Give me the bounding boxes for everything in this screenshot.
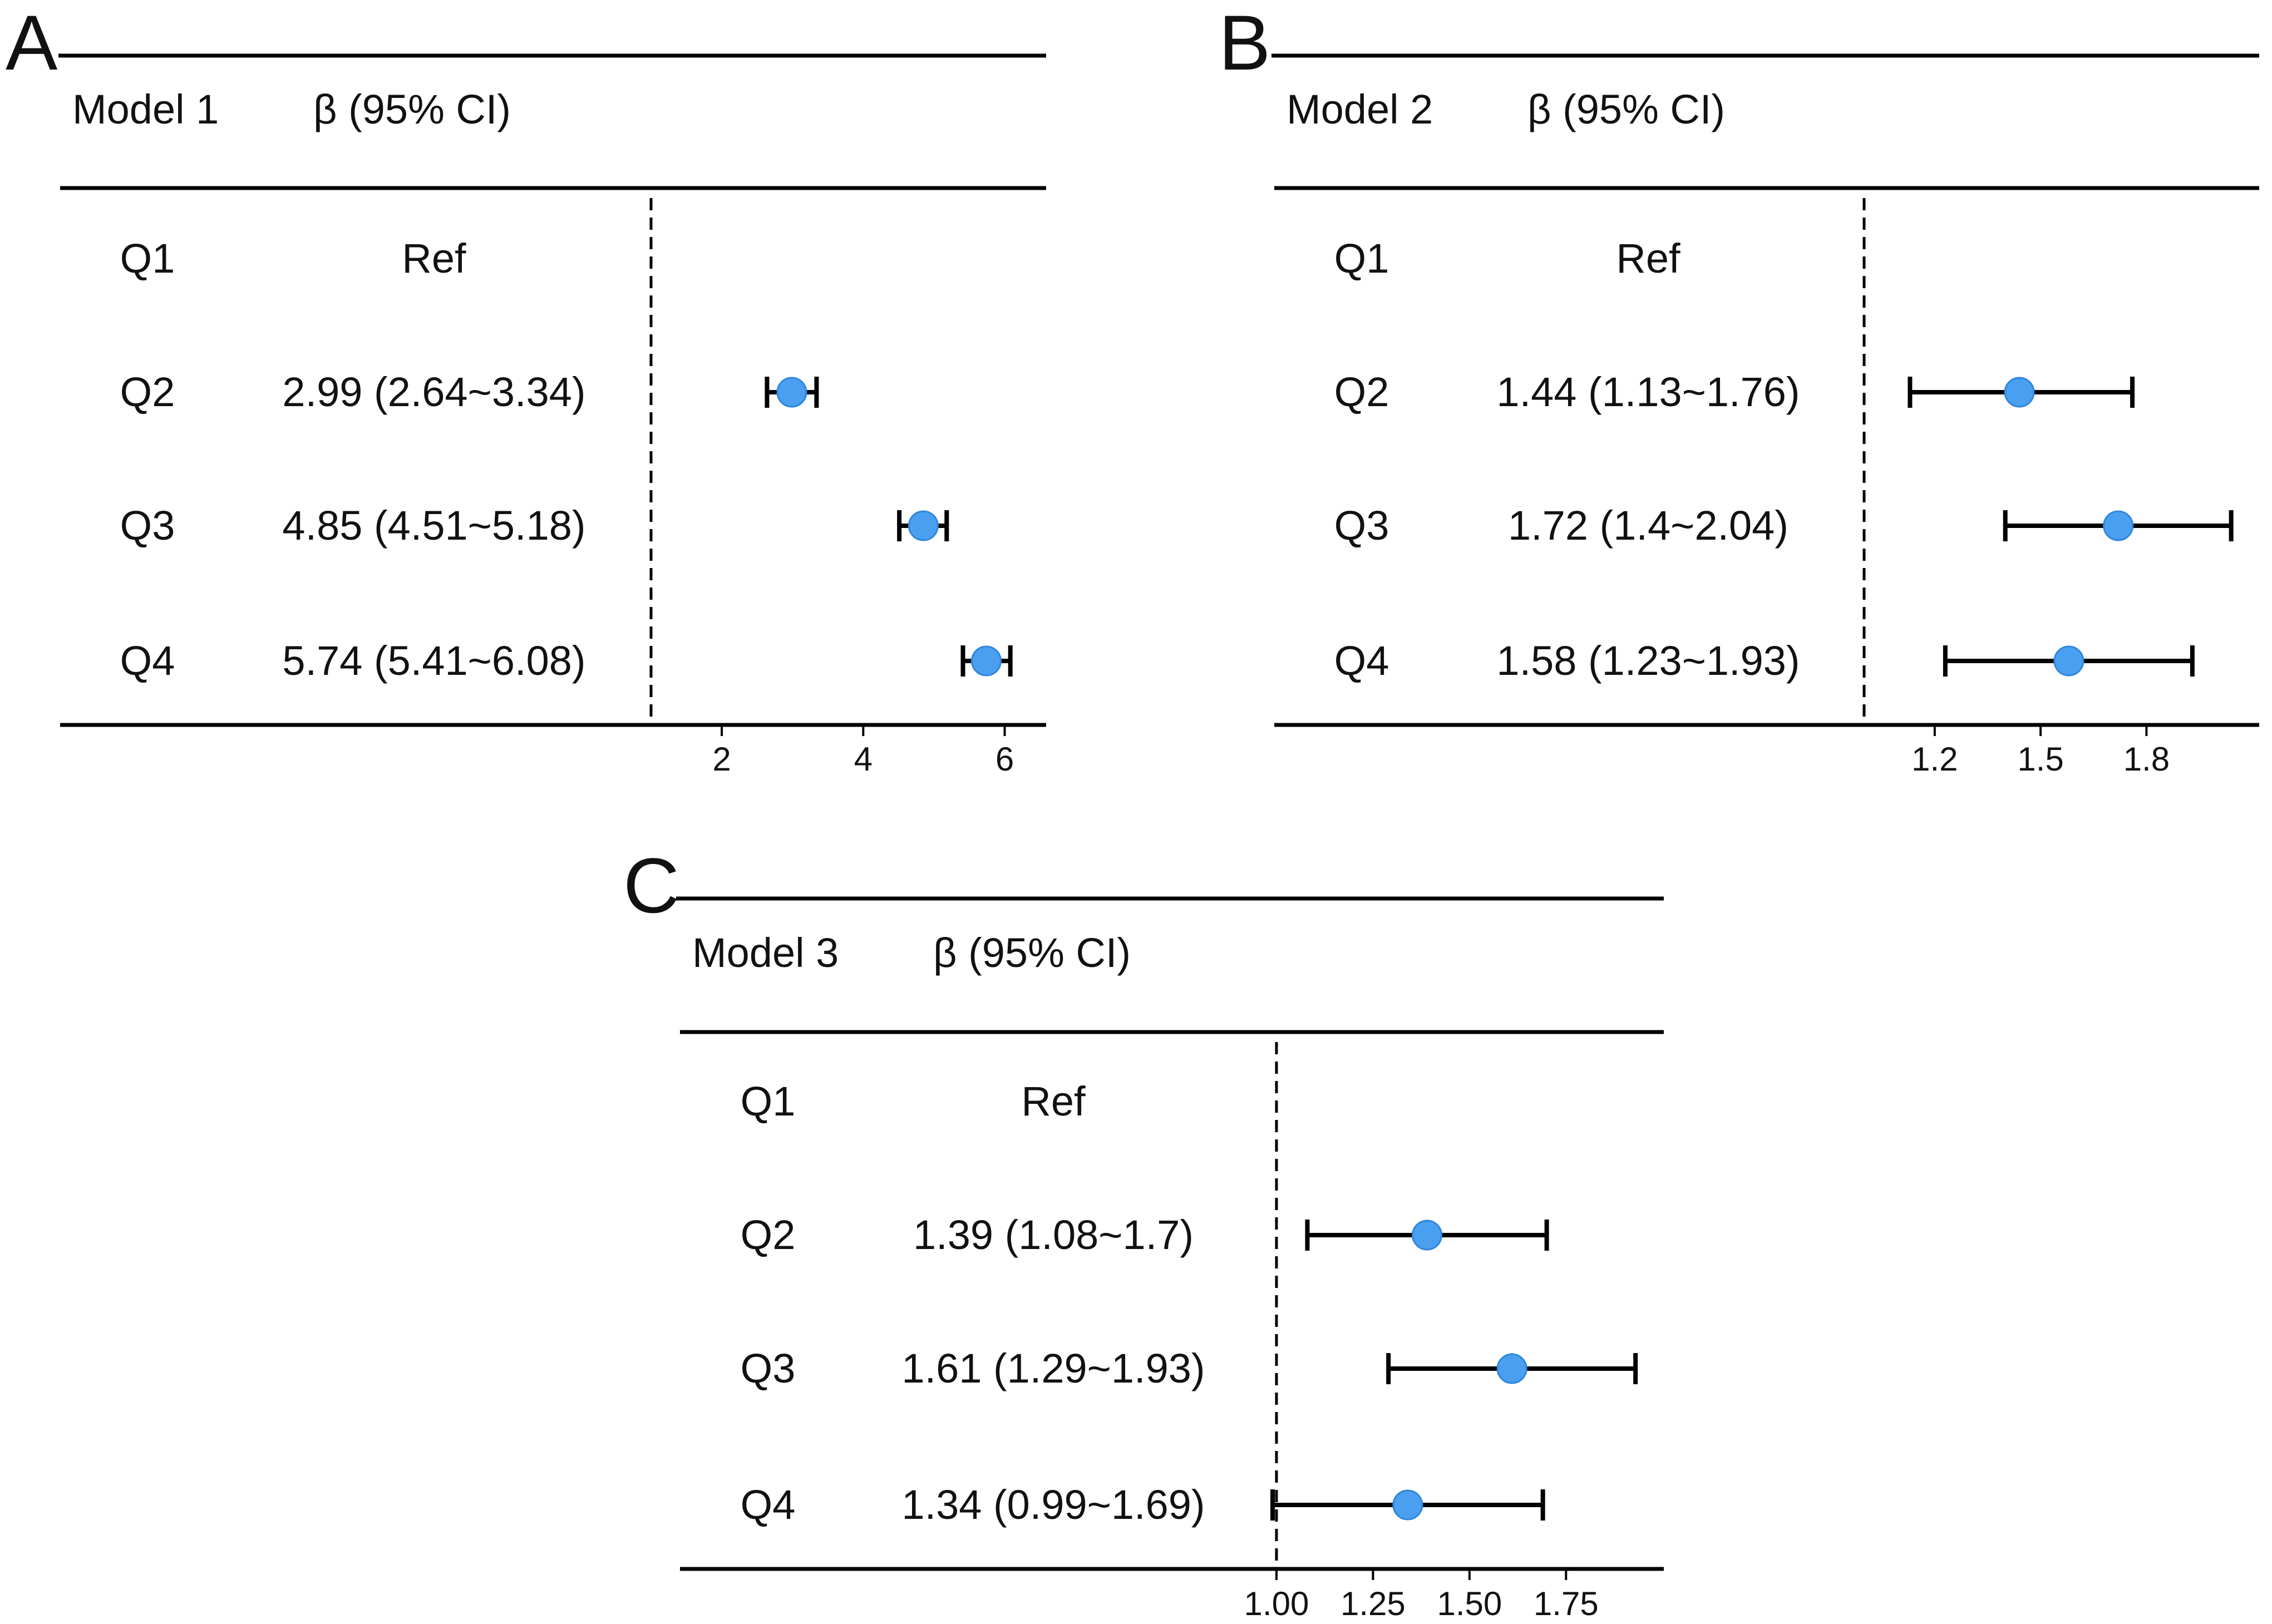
x-tick-label: 1.25: [1340, 1585, 1406, 1622]
x-tick-label: 6: [995, 741, 1014, 778]
panel-letter: C: [623, 842, 679, 929]
quartile-label: Q1: [1334, 235, 1389, 282]
x-tick-label: 1.8: [2123, 741, 2170, 778]
quartile-label: Q3: [120, 502, 175, 549]
estimate-text: 1.44 (1.13~1.76): [1496, 369, 1800, 415]
table-row: Q1 Ref: [741, 1078, 1086, 1124]
table-row: Q4 1.58 (1.23~1.93): [1334, 638, 2195, 684]
estimate-text: 1.39 (1.08~1.7): [913, 1212, 1194, 1258]
quartile-label: Q2: [1334, 369, 1389, 415]
model-label: Model 3: [692, 930, 839, 976]
estimate-text: Ref: [402, 235, 466, 282]
x-tick-label: 4: [854, 741, 873, 778]
estimate-text: 1.61 (1.29~1.93): [901, 1345, 1205, 1391]
estimate-text: 1.34 (0.99~1.69): [901, 1482, 1205, 1528]
quartile-label: Q2: [741, 1212, 796, 1258]
x-tick-label: 2: [712, 741, 731, 778]
estimate-column-header: β (95% CI): [1527, 86, 1725, 132]
x-tick-label: 1.2: [1911, 741, 1958, 778]
panel-letter: A: [6, 0, 58, 86]
panel-letter: B: [1219, 0, 1270, 86]
table-row: Q3 1.61 (1.29~1.93): [741, 1345, 1638, 1391]
model-label: Model 1: [72, 86, 219, 132]
quartile-label: Q1: [120, 235, 175, 282]
point-estimate: [1392, 1489, 1423, 1521]
point-estimate: [1496, 1353, 1527, 1384]
quartile-label: Q3: [1334, 502, 1389, 549]
x-tick-label: 1.5: [2017, 741, 2063, 778]
table-row: Q1 Ref: [120, 235, 466, 282]
table-row: Q3 1.72 (1.4~2.04): [1334, 502, 2234, 549]
quartile-label: Q1: [741, 1078, 796, 1124]
estimate-text: 4.85 (4.51~5.18): [282, 502, 585, 549]
point-estimate: [2004, 377, 2035, 408]
quartile-label: Q4: [120, 638, 175, 684]
estimate-text: 2.99 (2.64~3.34): [282, 369, 585, 415]
forest-panel-a: A Model 1 β (95% CI) Q1 Ref Q2 2.99 (2.64~3.34…: [6, 0, 1046, 778]
point-estimate: [2103, 510, 2134, 541]
forest-panel-b: B Model 2 β (95% CI) Q1 Ref Q2 1.44 (1.13~1.76…: [1219, 0, 2259, 778]
estimate-text: Ref: [1021, 1078, 1086, 1124]
quartile-label: Q4: [1334, 638, 1389, 684]
point-estimate: [2053, 645, 2084, 677]
estimate-text: Ref: [1616, 235, 1680, 282]
point-estimate: [970, 645, 1002, 677]
estimate-column-header: β (95% CI): [313, 86, 511, 132]
estimate-text: 1.58 (1.23~1.93): [1496, 638, 1800, 684]
x-tick-label: 1.75: [1534, 1585, 1599, 1622]
x-tick-label: 1.50: [1437, 1585, 1502, 1622]
point-estimate: [776, 377, 807, 408]
estimate-text: 1.72 (1.4~2.04): [1508, 502, 1788, 549]
table-row: Q2 1.39 (1.08~1.7): [741, 1212, 1549, 1258]
table-row: Q3 4.85 (4.51~5.18): [120, 502, 949, 549]
table-row: Q2 2.99 (2.64~3.34): [120, 369, 819, 415]
estimate-column-header: β (95% CI): [933, 930, 1131, 976]
model-label: Model 2: [1287, 86, 1433, 132]
point-estimate: [908, 510, 939, 541]
table-row: Q2 1.44 (1.13~1.76): [1334, 369, 2135, 415]
estimate-text: 5.74 (5.41~6.08): [282, 638, 585, 684]
quartile-label: Q2: [120, 369, 175, 415]
quartile-label: Q4: [741, 1482, 796, 1528]
quartile-label: Q3: [741, 1345, 796, 1391]
table-row: Q1 Ref: [1334, 235, 1680, 282]
point-estimate: [1412, 1220, 1443, 1251]
table-row: Q4 5.74 (5.41~6.08): [120, 638, 1013, 684]
table-row: Q4 1.34 (0.99~1.69): [741, 1482, 1545, 1528]
x-tick-label: 1.00: [1244, 1585, 1309, 1622]
forest-panel-c: C Model 3 β (95% CI) Q1 Ref Q2 1.39 (1.08~1.7)…: [623, 842, 1664, 1622]
